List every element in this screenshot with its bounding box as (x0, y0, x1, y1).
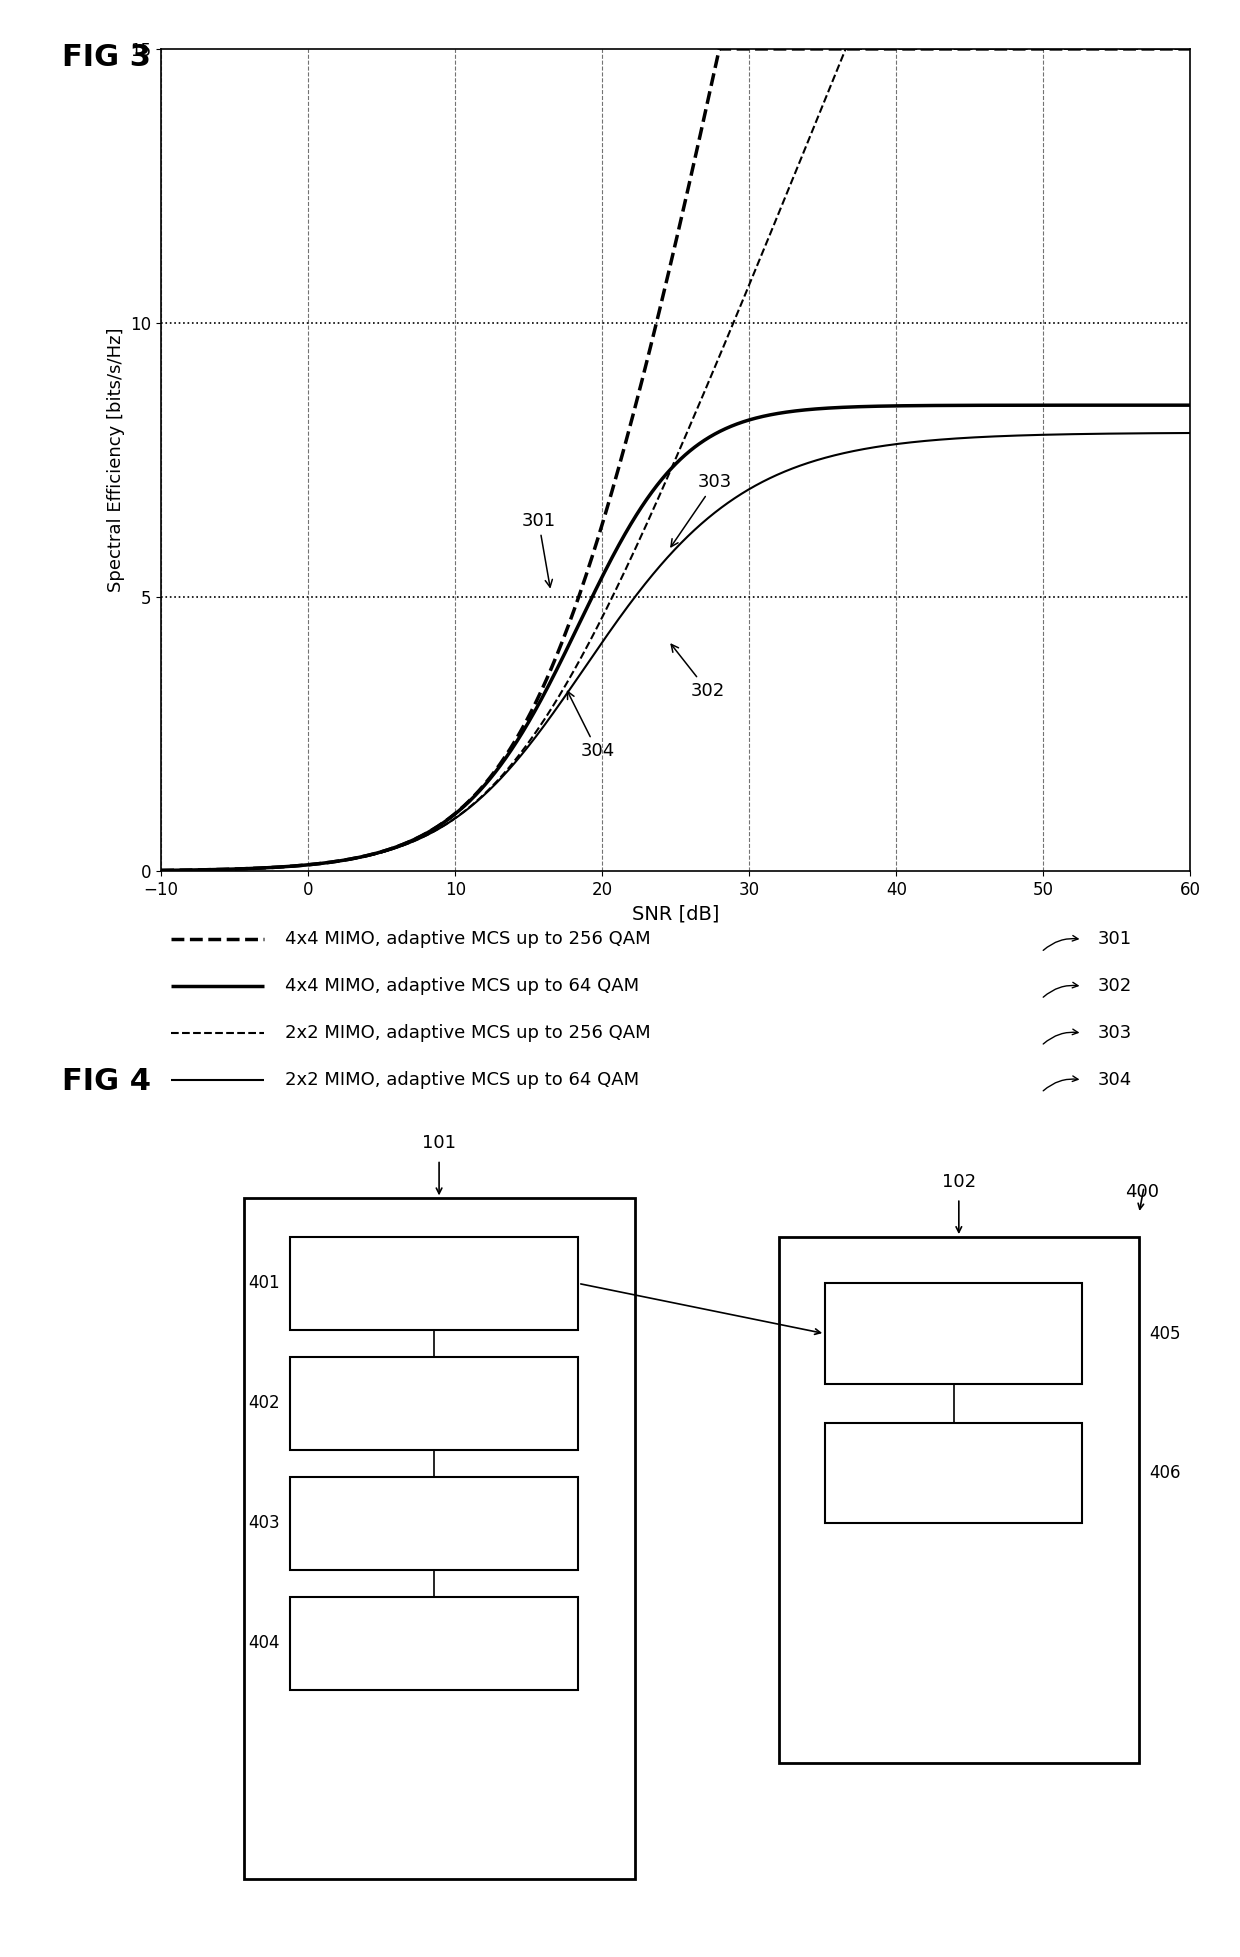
Text: 404: 404 (248, 1634, 279, 1652)
Text: 4x4 MIMO, adaptive MCS up to 64 QAM: 4x4 MIMO, adaptive MCS up to 64 QAM (285, 977, 639, 996)
Text: FIG 3: FIG 3 (62, 43, 151, 72)
Text: 405: 405 (1149, 1325, 1180, 1343)
X-axis label: SNR [dB]: SNR [dB] (632, 904, 719, 924)
Text: 303: 303 (1097, 1024, 1132, 1043)
Text: 400: 400 (1126, 1182, 1159, 1202)
Text: 102: 102 (941, 1172, 976, 1190)
Bar (779, 1237, 1140, 1763)
Text: 2x2 MIMO, adaptive MCS up to 64 QAM: 2x2 MIMO, adaptive MCS up to 64 QAM (285, 1070, 639, 1088)
Text: 302: 302 (1097, 977, 1132, 996)
Text: FIG 4: FIG 4 (62, 1067, 151, 1096)
Bar (243, 1198, 635, 1879)
Text: 406: 406 (1149, 1464, 1180, 1481)
Text: 301: 301 (521, 511, 556, 587)
Bar (290, 1597, 578, 1689)
Text: 402: 402 (248, 1393, 279, 1413)
Text: 301: 301 (1097, 930, 1132, 949)
Bar (825, 1284, 1083, 1384)
Text: 302: 302 (671, 644, 724, 701)
Text: 304: 304 (1097, 1070, 1132, 1088)
Text: 401: 401 (248, 1274, 279, 1292)
Text: 2x2 MIMO, adaptive MCS up to 256 QAM: 2x2 MIMO, adaptive MCS up to 256 QAM (285, 1024, 650, 1043)
Bar (290, 1356, 578, 1450)
Text: 4x4 MIMO, adaptive MCS up to 256 QAM: 4x4 MIMO, adaptive MCS up to 256 QAM (285, 930, 650, 949)
Y-axis label: Spectral Efficiency [bits/s/Hz]: Spectral Efficiency [bits/s/Hz] (107, 327, 125, 593)
Text: 304: 304 (568, 691, 615, 759)
Bar (290, 1237, 578, 1331)
Bar (825, 1423, 1083, 1523)
Text: 303: 303 (671, 474, 732, 546)
Bar (290, 1478, 578, 1570)
Text: 403: 403 (248, 1515, 279, 1532)
Text: 101: 101 (422, 1133, 456, 1153)
